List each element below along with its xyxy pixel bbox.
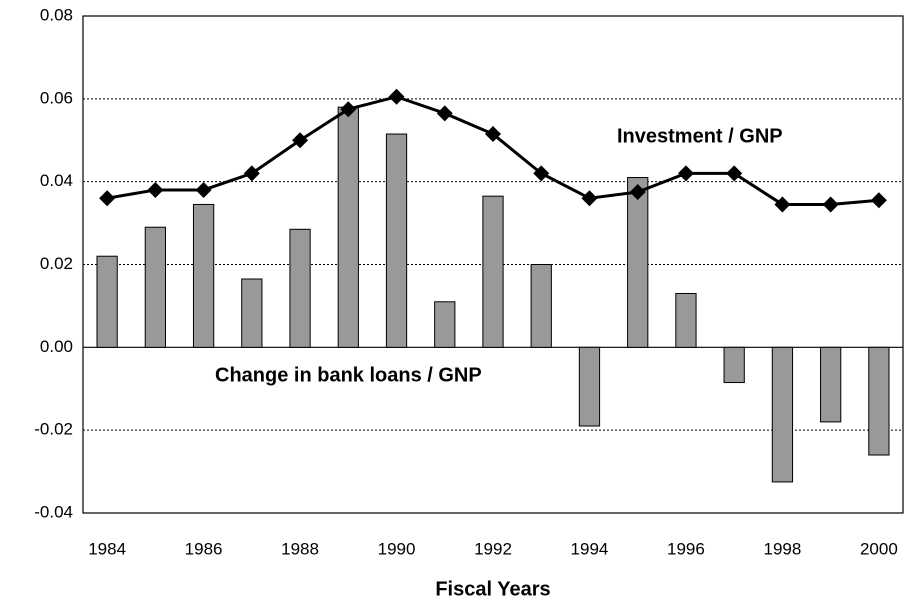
bar (96, 255, 118, 348)
x-tick-label: 1984 (88, 539, 126, 558)
bar (482, 195, 504, 348)
bar (144, 226, 166, 348)
marker (436, 105, 453, 122)
bar (241, 278, 263, 348)
marker (726, 165, 743, 182)
series-label: Change in bank loans / GNP (215, 364, 482, 386)
bar (385, 133, 408, 348)
marker (340, 101, 357, 118)
y-tick-label: 0.00 (40, 337, 73, 356)
marker (822, 196, 839, 213)
y-tick-label: -0.02 (34, 420, 73, 439)
marker (870, 192, 887, 209)
marker (99, 190, 116, 207)
plot-frame (82, 15, 904, 514)
bar (337, 106, 359, 348)
x-tick-label: 1994 (571, 539, 609, 558)
marker (774, 196, 791, 213)
y-tick-label: 0.08 (40, 5, 73, 24)
y-tick-label: -0.04 (34, 502, 73, 521)
y-tick-label: 0.02 (40, 254, 73, 273)
x-tick-label: 1986 (185, 539, 223, 558)
marker (292, 132, 309, 149)
x-tick-label: 1998 (763, 539, 801, 558)
marker (388, 88, 405, 105)
bar (771, 346, 794, 483)
marker (485, 126, 501, 143)
marker (677, 165, 694, 182)
marker (195, 181, 212, 198)
bar (434, 301, 456, 348)
bar (868, 346, 890, 456)
bar (578, 346, 601, 427)
bar (627, 177, 649, 348)
line (106, 95, 880, 206)
bar (289, 228, 311, 348)
marker (243, 165, 260, 182)
marker (629, 184, 646, 201)
marker (533, 165, 550, 182)
bar (820, 346, 842, 423)
y-tick-label: 0.06 (40, 88, 73, 107)
bar (192, 203, 215, 348)
x-tick-label: 1988 (281, 539, 319, 558)
bar (530, 264, 552, 348)
series-label: Investment / GNP (617, 125, 783, 147)
marker (147, 181, 164, 198)
x-tick-label: 1996 (667, 539, 705, 558)
marker (581, 190, 598, 207)
x-tick-label: 2000 (860, 539, 898, 558)
bar (723, 346, 745, 384)
x-tick-label: 1990 (378, 539, 416, 558)
y-tick-label: 0.04 (40, 171, 73, 190)
x-tick-label: 1992 (474, 539, 512, 558)
bar (675, 292, 697, 348)
x-axis-label: Fiscal Years (435, 578, 550, 600)
